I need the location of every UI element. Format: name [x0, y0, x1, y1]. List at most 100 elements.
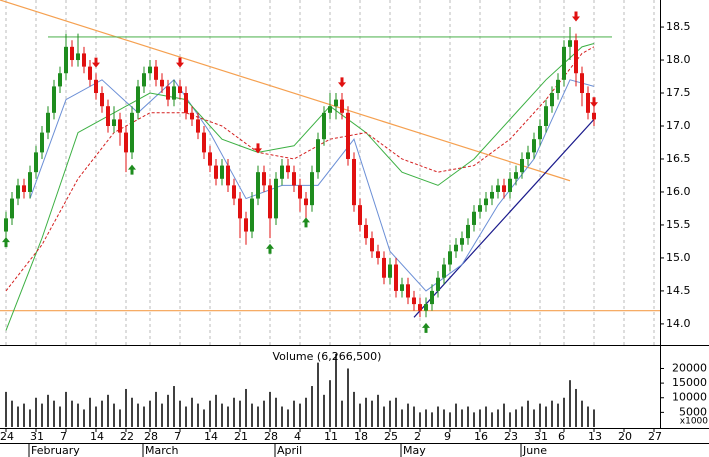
sell-arrow — [254, 143, 262, 154]
trend-line — [0, 0, 571, 182]
candle-body — [184, 93, 188, 113]
x-tick-label: 31 — [30, 430, 44, 443]
candle-body — [346, 112, 350, 159]
x-tick-label: 14 — [90, 430, 104, 443]
sell-arrow — [572, 11, 580, 22]
x-tick-label: 7 — [174, 430, 181, 443]
candle-body — [4, 218, 8, 232]
candle-body — [196, 119, 200, 133]
buy-arrow — [2, 237, 10, 248]
candle-body — [502, 185, 506, 192]
candle-body — [406, 284, 410, 298]
candle-body — [166, 86, 170, 100]
moving-average — [5, 46, 595, 292]
y-tick-label: 15.5 — [666, 218, 691, 231]
x-tick-label: 27 — [648, 430, 662, 443]
candle-body — [202, 132, 206, 153]
candle-body — [400, 284, 404, 291]
candle-body — [190, 112, 194, 120]
candle-body — [472, 211, 476, 225]
candle-body — [88, 66, 92, 80]
x-tick-label: 18 — [354, 430, 368, 443]
candle-body — [304, 198, 308, 206]
candle-body — [268, 185, 272, 219]
y-tick-label: 14.0 — [666, 317, 691, 330]
candle-body — [370, 238, 374, 252]
x-tick-label: 22 — [120, 430, 134, 443]
candle-body — [34, 152, 38, 173]
y-tick-label: 10000 — [672, 391, 707, 404]
candle-body — [22, 185, 26, 192]
candle-body — [52, 86, 56, 113]
candle-body — [562, 46, 566, 80]
candle-body — [148, 66, 152, 74]
x-tick-label: 2 — [414, 430, 421, 443]
x-tick-label: 4 — [294, 430, 301, 443]
candle-body — [394, 264, 398, 291]
candle-body — [592, 112, 596, 120]
candle-body — [280, 165, 284, 179]
x-tick-label: 14 — [204, 430, 218, 443]
candle-body — [490, 191, 494, 199]
candle-body — [484, 198, 488, 206]
candle-body — [376, 251, 380, 258]
candle-body — [418, 304, 422, 311]
candle-body — [250, 198, 254, 232]
candle-body — [550, 93, 554, 107]
candle-body — [466, 224, 470, 239]
buy-arrow — [302, 217, 310, 228]
candle-body — [232, 185, 236, 199]
candle-body — [142, 73, 146, 87]
candle-body — [178, 86, 182, 94]
y-tick-label: 5000 — [679, 405, 707, 418]
y-tick-label: 20000 — [672, 361, 707, 374]
candle-body — [64, 46, 68, 74]
y-tick-label: 17.0 — [666, 119, 691, 132]
y-tick-label: 18.5 — [666, 20, 691, 33]
candle-body — [388, 264, 392, 278]
candle-body — [124, 132, 128, 153]
month-label: May — [403, 444, 426, 457]
candle-body — [322, 112, 326, 140]
candle-body — [76, 53, 80, 61]
buy-arrow — [422, 322, 430, 333]
x-tick-label: 13 — [588, 430, 602, 443]
candle-body — [460, 238, 464, 245]
candle-body — [580, 73, 584, 94]
candle-body — [538, 125, 542, 140]
x-tick-label: 20 — [618, 430, 632, 443]
candle-body — [310, 172, 314, 206]
candle-body — [70, 46, 74, 61]
candle-body — [118, 119, 122, 133]
candle-body — [352, 158, 356, 206]
candle-body — [286, 165, 290, 173]
candle-body — [40, 132, 44, 153]
candle-body — [424, 304, 428, 311]
candle-body — [244, 218, 248, 232]
x-tick-label: 9 — [444, 430, 451, 443]
sell-arrow — [176, 57, 184, 68]
x-tick-label: 16 — [474, 430, 488, 443]
candle-body — [274, 178, 278, 219]
x-tick-label: 11 — [324, 430, 338, 443]
candle-body — [556, 79, 560, 94]
candle-body — [520, 158, 524, 173]
y-tick-label: 16.0 — [666, 185, 691, 198]
candle-body — [208, 152, 212, 166]
candle-body — [334, 99, 338, 107]
buy-arrow — [128, 164, 136, 175]
y-tick-label: 15000 — [672, 376, 707, 389]
x-tick-label: 7 — [60, 430, 67, 443]
x-tick-label: 6 — [558, 430, 565, 443]
candle-body — [544, 106, 548, 126]
candle-body — [430, 290, 434, 305]
candle-body — [436, 277, 440, 291]
sell-arrow — [338, 77, 346, 88]
candle-body — [412, 297, 416, 305]
candle-body — [82, 53, 86, 67]
buy-arrow — [266, 243, 274, 254]
candle-body — [160, 79, 164, 87]
candle-body — [16, 185, 20, 199]
